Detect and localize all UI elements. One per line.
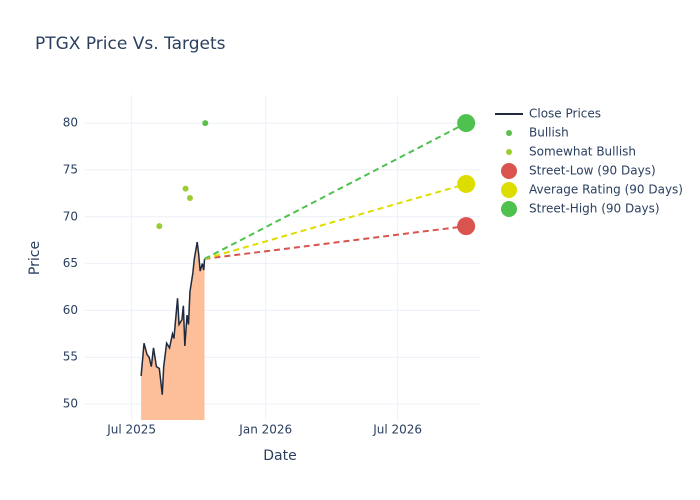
legend-swatch <box>501 201 517 217</box>
rating-marker <box>202 120 209 127</box>
y-tick-label: 70 <box>63 209 78 223</box>
y-tick-label: 80 <box>63 116 78 130</box>
legend-swatch <box>506 130 512 136</box>
x-tick-label: Jan 2026 <box>238 423 292 437</box>
price-line <box>140 241 206 395</box>
legend-label: Somewhat Bullish <box>529 145 636 159</box>
legend-swatch <box>506 149 512 155</box>
legend-label: Street-High (90 Days) <box>529 202 660 216</box>
y-axis-title: Price <box>27 241 43 275</box>
y-tick-label: 65 <box>63 256 78 270</box>
legend-label: Close Prices <box>529 107 601 121</box>
y-tick-label: 50 <box>63 397 78 411</box>
rating-marker <box>186 195 193 202</box>
rating-marker <box>156 223 163 230</box>
target-line <box>204 225 467 260</box>
target-marker <box>457 217 476 236</box>
price-area <box>141 242 205 420</box>
legend-swatch <box>501 182 517 198</box>
target-marker <box>457 114 476 133</box>
target-marker <box>457 174 476 193</box>
target-line <box>204 183 467 260</box>
legend-swatch <box>501 163 517 179</box>
target-line <box>204 122 467 260</box>
y-tick-label: 75 <box>63 162 78 176</box>
x-tick-label: Jul 2025 <box>106 423 156 437</box>
chart-title: PTGX Price Vs. Targets <box>35 34 226 54</box>
legend-label: Street-Low (90 Days) <box>529 164 656 178</box>
x-axis-title: Date <box>263 448 296 464</box>
y-tick-label: 60 <box>63 303 78 317</box>
legend-label: Bullish <box>529 126 569 140</box>
x-tick-label: Jul 2026 <box>372 423 422 437</box>
y-tick-label: 55 <box>63 350 78 364</box>
legend-label: Average Rating (90 Days) <box>529 183 683 197</box>
rating-marker <box>182 185 189 192</box>
